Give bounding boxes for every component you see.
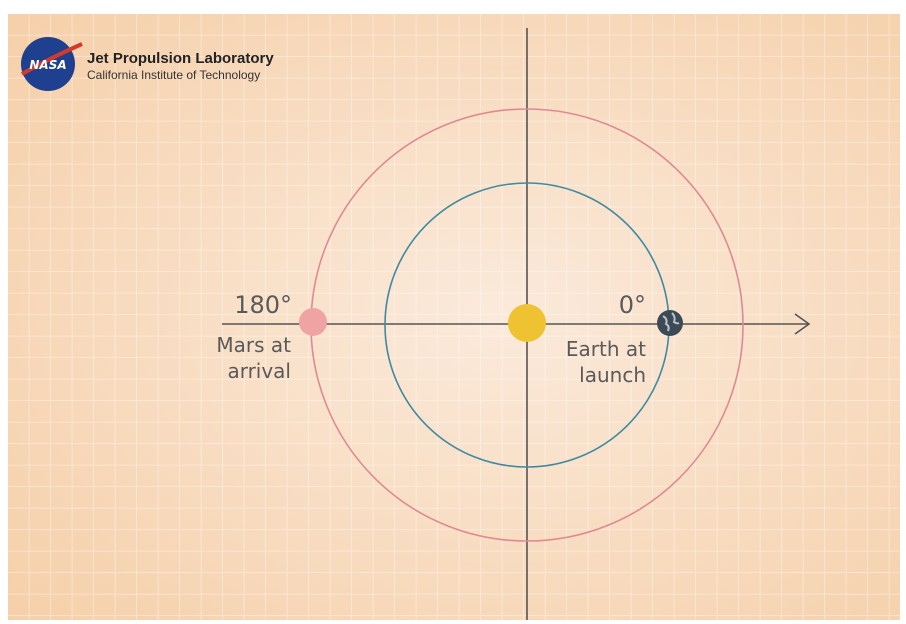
mars-caption: arrival [227,359,291,383]
mars-angle: 180° [234,291,292,319]
sun [508,304,546,342]
mars-caption: Mars at [216,333,291,357]
subtitle: California Institute of Technology [87,68,260,82]
earth-caption: launch [579,363,646,387]
mars [299,308,327,336]
page: NASA Jet Propulsion Laboratory Californi… [0,0,906,624]
earth-angle: 0° [619,291,646,319]
earth-caption: Earth at [566,337,646,361]
title: Jet Propulsion Laboratory [87,50,274,67]
earth [657,310,683,336]
logo-text: NASA [29,58,66,72]
diagram: NASA Jet Propulsion Laboratory Californi… [0,0,906,624]
